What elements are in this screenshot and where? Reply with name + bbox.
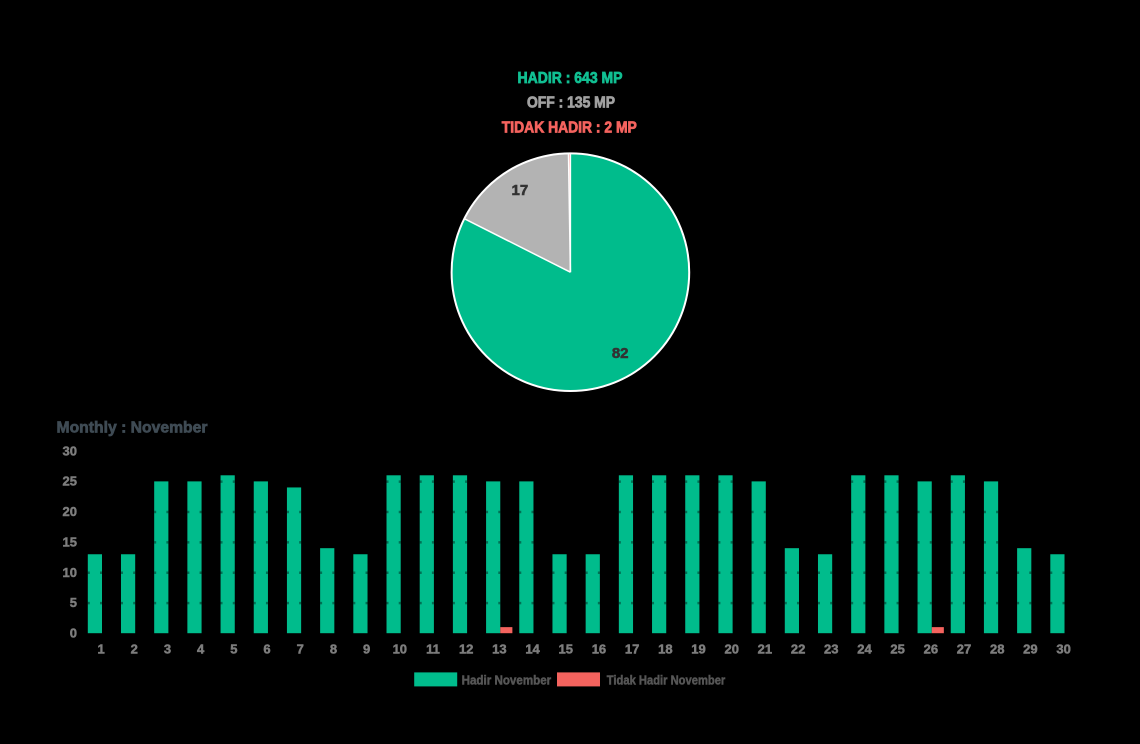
svg-text:25: 25 xyxy=(63,474,77,489)
svg-text:27: 27 xyxy=(957,641,971,656)
svg-text:6: 6 xyxy=(263,641,270,656)
svg-text:11: 11 xyxy=(426,641,440,656)
svg-text:22: 22 xyxy=(791,641,805,656)
svg-text:0: 0 xyxy=(70,626,77,641)
svg-text:13: 13 xyxy=(492,641,506,656)
svg-text:4: 4 xyxy=(197,641,205,656)
svg-text:16: 16 xyxy=(592,641,606,656)
svg-text:20: 20 xyxy=(63,504,77,519)
svg-text:25: 25 xyxy=(890,641,904,656)
svg-text:30: 30 xyxy=(1056,641,1070,656)
svg-text:21: 21 xyxy=(758,641,772,656)
svg-text:26: 26 xyxy=(924,641,938,656)
svg-text:5: 5 xyxy=(230,641,237,656)
svg-text:2: 2 xyxy=(131,641,138,656)
svg-text:29: 29 xyxy=(1023,641,1037,656)
svg-text:8: 8 xyxy=(330,641,337,656)
svg-text:5: 5 xyxy=(70,595,77,610)
svg-text:17: 17 xyxy=(625,641,639,656)
svg-text:3: 3 xyxy=(164,641,171,656)
svg-text:23: 23 xyxy=(824,641,838,656)
svg-text:15: 15 xyxy=(559,641,573,656)
svg-text:7: 7 xyxy=(297,641,304,656)
svg-text:10: 10 xyxy=(393,641,407,656)
svg-text:Tidak Hadir November: Tidak Hadir November xyxy=(607,673,726,688)
svg-text:30: 30 xyxy=(63,443,77,458)
svg-text:Monthly : November: Monthly : November xyxy=(57,420,208,437)
svg-text:17: 17 xyxy=(512,182,529,199)
svg-text:12: 12 xyxy=(459,641,473,656)
svg-text:TIDAK HADIR : 2 MP: TIDAK HADIR : 2 MP xyxy=(502,120,637,137)
svg-text:24: 24 xyxy=(857,641,872,656)
svg-text:14: 14 xyxy=(525,641,540,656)
svg-text:1: 1 xyxy=(97,641,104,656)
svg-text:28: 28 xyxy=(990,641,1004,656)
svg-text:20: 20 xyxy=(724,641,738,656)
svg-text:15: 15 xyxy=(63,534,77,549)
svg-text:9: 9 xyxy=(363,641,370,656)
svg-text:18: 18 xyxy=(658,641,672,656)
svg-text:OFF : 135 MP: OFF : 135 MP xyxy=(527,95,615,112)
svg-text:82: 82 xyxy=(612,345,629,362)
svg-text:HADIR : 643 MP: HADIR : 643 MP xyxy=(518,70,623,87)
svg-text:19: 19 xyxy=(691,641,705,656)
svg-text:Hadir November: Hadir November xyxy=(462,673,552,688)
svg-text:10: 10 xyxy=(63,565,77,580)
